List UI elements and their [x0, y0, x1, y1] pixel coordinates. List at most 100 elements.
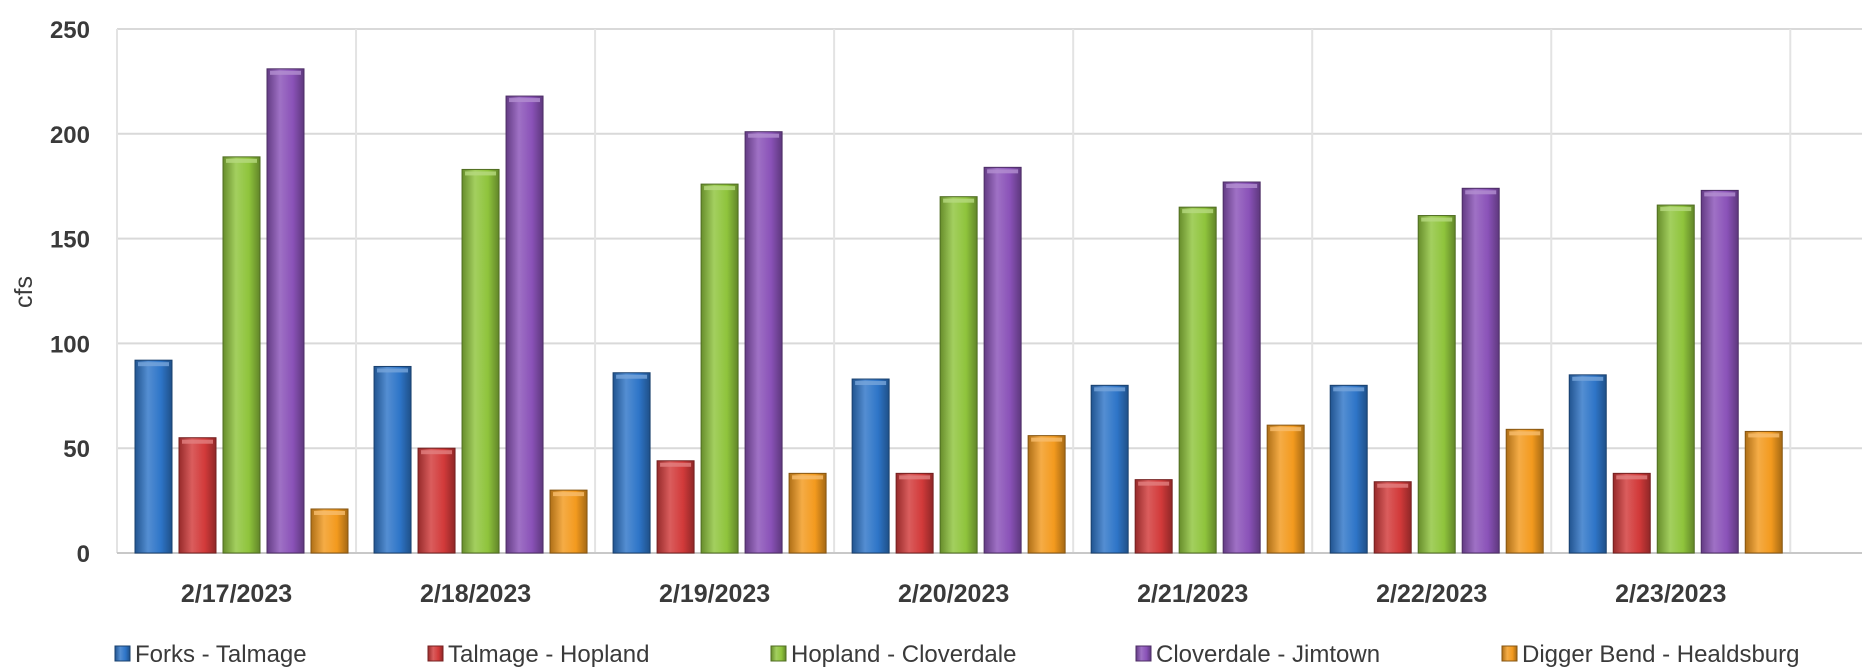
- bar-highlight: [1138, 481, 1170, 486]
- bar-hopland-cloverdale-5: [1417, 215, 1456, 554]
- bar-hopland-cloverdale-6: [1656, 204, 1695, 554]
- bar-highlight: [1704, 192, 1736, 197]
- bar-digger-bend-healdsburg-5: [1505, 428, 1544, 554]
- bar-highlight: [1270, 427, 1302, 432]
- bar-highlight: [660, 462, 692, 467]
- bar-highlight: [465, 171, 497, 176]
- bar-highlight: [987, 169, 1019, 174]
- x-tick-label: 2/23/2023: [1615, 580, 1726, 608]
- bar-cloverdale-jimtown-4: [1222, 181, 1261, 554]
- bar-highlight: [270, 70, 301, 75]
- bar-highlight: [899, 475, 931, 480]
- bar-highlight: [1094, 387, 1126, 392]
- bar-highlight: [226, 158, 257, 163]
- bar-highlight: [1616, 475, 1648, 480]
- x-tick-label: 2/20/2023: [898, 580, 1009, 608]
- bar-highlight: [1660, 207, 1692, 212]
- x-tick-label: 2/22/2023: [1376, 580, 1487, 608]
- legend-swatch: [114, 645, 131, 662]
- bar-talmage-hopland-4: [1134, 479, 1173, 554]
- legend-label: Digger Bend - Healdsburg: [1522, 641, 1800, 668]
- bar-highlight: [748, 133, 780, 138]
- bar-forks-talmage-5: [1329, 384, 1368, 554]
- x-tick-label: 2/17/2023: [181, 580, 292, 608]
- bar-talmage-hopland-1: [417, 447, 456, 554]
- bar-cloverdale-jimtown-6: [1700, 189, 1739, 554]
- gridlines: [116, 28, 1862, 554]
- bar-talmage-hopland-2: [656, 460, 695, 554]
- y-tick-label: 0: [77, 541, 90, 568]
- x-axis-ticks: 2/17/2023 2/18/2023 2/19/2023 2/20/2023 2/21…: [181, 580, 1726, 608]
- bar-highlight: [1465, 190, 1497, 195]
- y-tick-label: 150: [50, 227, 90, 254]
- bar-hopland-cloverdale-4: [1178, 206, 1217, 554]
- bar-digger-bend-healdsburg-1: [549, 489, 588, 554]
- x-tick-label: 2/19/2023: [659, 580, 770, 608]
- bar-talmage-hopland-0: [178, 437, 217, 554]
- legend-label: Cloverdale - Jimtown: [1156, 641, 1380, 668]
- bar-highlight: [509, 98, 541, 103]
- bar-forks-talmage-4: [1090, 384, 1129, 554]
- bar-forks-talmage-3: [851, 378, 890, 554]
- bar-digger-bend-healdsburg-3: [1027, 435, 1066, 554]
- y-tick-label: 200: [50, 122, 90, 149]
- y-axis-ticks: 0 50 100 150 200 250: [50, 17, 90, 568]
- legend-label: Forks - Talmage: [135, 641, 307, 668]
- legend-label: Talmage - Hopland: [448, 641, 649, 668]
- legend-swatch: [1135, 645, 1152, 662]
- bar-forks-talmage-2: [612, 372, 651, 554]
- bar-highlight: [1572, 376, 1604, 381]
- bar-cloverdale-jimtown-2: [744, 131, 783, 554]
- y-tick-label: 50: [63, 436, 90, 463]
- bar-talmage-hopland-6: [1612, 472, 1651, 554]
- bar-highlight: [704, 186, 736, 191]
- bar-highlight: [138, 362, 169, 367]
- x-tick-label: 2/21/2023: [1137, 580, 1248, 608]
- bar-highlight: [855, 381, 887, 386]
- legend-label: Hopland - Cloverdale: [791, 641, 1016, 668]
- x-tick-label: 2/18/2023: [420, 580, 531, 608]
- bar-hopland-cloverdale-2: [700, 183, 739, 554]
- bar-highlight: [314, 510, 345, 515]
- bar-talmage-hopland-3: [895, 472, 934, 554]
- legend-swatch: [1501, 645, 1518, 662]
- bar-cloverdale-jimtown-5: [1461, 187, 1500, 554]
- bar-talmage-hopland-5: [1373, 481, 1412, 554]
- bar-highlight: [1509, 431, 1541, 436]
- bar-forks-talmage-6: [1568, 374, 1607, 554]
- bar-highlight: [1182, 209, 1214, 214]
- bar-digger-bend-healdsburg-0: [310, 508, 349, 554]
- bar-highlight: [1333, 387, 1365, 392]
- legend-swatch: [770, 645, 787, 662]
- bar-highlight: [182, 439, 213, 444]
- bar-highlight: [421, 450, 453, 455]
- y-axis-label: cfs: [10, 276, 38, 308]
- bar-forks-talmage-0: [134, 359, 173, 554]
- bar-highlight: [616, 374, 648, 379]
- bar-forks-talmage-1: [373, 365, 412, 554]
- y-tick-label: 250: [50, 17, 90, 44]
- bar-cloverdale-jimtown-3: [983, 166, 1022, 554]
- bar-digger-bend-healdsburg-4: [1266, 424, 1305, 554]
- bar-hopland-cloverdale-3: [939, 196, 978, 554]
- y-tick-label: 100: [50, 331, 90, 358]
- bar-highlight: [792, 475, 824, 480]
- legend-swatch: [427, 645, 444, 662]
- bar-cloverdale-jimtown-1: [505, 95, 544, 554]
- bar-highlight: [1748, 433, 1780, 438]
- bar-highlight: [377, 368, 409, 373]
- bar-highlight: [1421, 217, 1453, 222]
- bar-highlight: [1377, 483, 1409, 488]
- bar-hopland-cloverdale-0: [222, 156, 261, 554]
- bar-highlight: [1031, 437, 1063, 442]
- bar-highlight: [943, 198, 975, 203]
- bar-highlight: [553, 492, 585, 497]
- bar-digger-bend-healdsburg-2: [788, 472, 827, 554]
- bar-cloverdale-jimtown-0: [266, 68, 305, 554]
- legend: Forks - Talmage Talmage - Hopland Hopland …: [114, 641, 1800, 668]
- bar-digger-bend-healdsburg-6: [1744, 430, 1783, 554]
- bar-highlight: [1226, 184, 1258, 189]
- bar-hopland-cloverdale-1: [461, 168, 500, 554]
- bars: [134, 68, 1783, 554]
